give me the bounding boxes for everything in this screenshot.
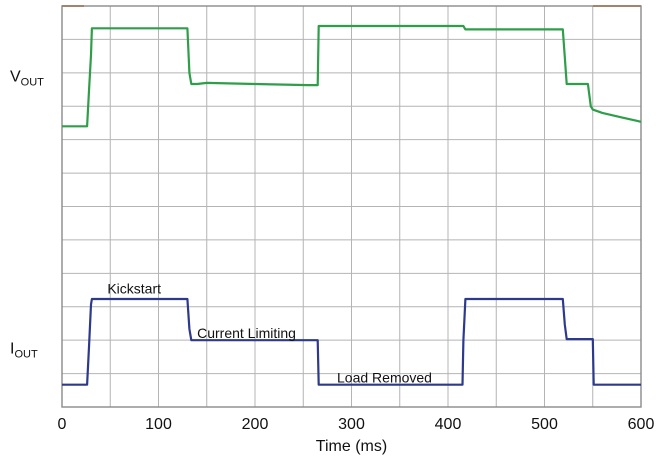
series-line-iout: [62, 297, 641, 386]
x-tick-label: 300: [338, 416, 365, 433]
x-tick-labels: 0 100 200 300 400 500 600: [58, 416, 655, 433]
y-label-vout: VOUT: [10, 69, 44, 89]
x-tick-label: 500: [531, 416, 558, 433]
x-tick-label: 100: [145, 416, 172, 433]
annotation-label: Current Limiting: [197, 325, 296, 341]
annotation-label: Kickstart: [107, 280, 161, 296]
annotations: Kickstart Current Limiting Load Removed: [107, 280, 432, 385]
x-tick-label: 0: [58, 416, 67, 433]
x-tick-label: 400: [435, 416, 462, 433]
annotation-label: Load Removed: [337, 369, 432, 385]
plot-frame: [61, 5, 642, 408]
series-line-vout: [62, 24, 642, 128]
x-tick-label: 200: [242, 416, 269, 433]
y-labels: VOUT IOUT: [10, 69, 44, 361]
y-label-iout: IOUT: [10, 341, 38, 361]
series-layer: [62, 24, 642, 386]
x-axis-label: Time (ms): [316, 438, 387, 455]
x-tick-label: 600: [628, 416, 655, 433]
